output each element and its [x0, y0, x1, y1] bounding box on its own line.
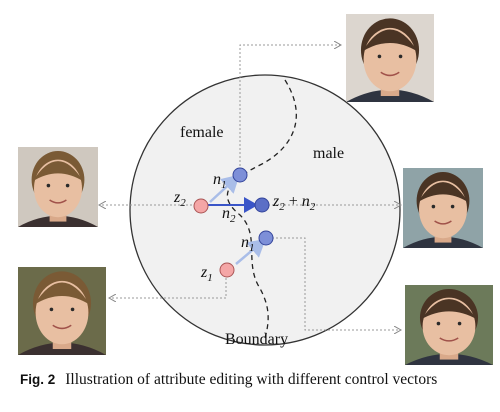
face-portrait-male-bottom-right — [405, 285, 493, 365]
face-portrait-male-top — [346, 14, 434, 102]
connector-lines — [100, 45, 400, 330]
point-z1-plus-n1 — [258, 230, 274, 246]
label-n1-lower: n1 — [241, 234, 255, 254]
boundary-line — [226, 79, 297, 339]
label-female: female — [180, 124, 224, 141]
point-z1 — [219, 262, 235, 278]
face-portrait-female-bottom-left — [18, 267, 106, 355]
vector-n1-upper — [209, 174, 240, 203]
connector-top-male — [239, 45, 340, 170]
label-male: male — [313, 145, 344, 162]
point-z2 — [193, 198, 209, 214]
label-z1: z1 — [200, 264, 213, 284]
point-z2-plus-n1 — [232, 167, 248, 183]
face-portrait-female-left — [18, 147, 98, 227]
label-z2-plus-n2: z2 + n2 — [272, 193, 316, 213]
label-n2: n2 — [222, 205, 236, 225]
label-z2: z2 — [173, 189, 186, 209]
caption-prefix: Fig. 2 — [20, 372, 56, 387]
label-n1-upper: n1 — [213, 171, 227, 191]
point-z2-plus-n2 — [254, 197, 270, 213]
face-portrait-male-right — [403, 168, 483, 248]
figure-caption: Fig. 2 Illustration of attribute editing … — [20, 371, 490, 389]
vector-n1-lower — [235, 238, 266, 265]
caption-text: Illustration of attribute editing with d… — [65, 371, 438, 388]
connector-bottom-male — [268, 237, 400, 330]
connector-bottom-female — [110, 270, 227, 298]
label-boundary: Boundary — [225, 331, 288, 348]
